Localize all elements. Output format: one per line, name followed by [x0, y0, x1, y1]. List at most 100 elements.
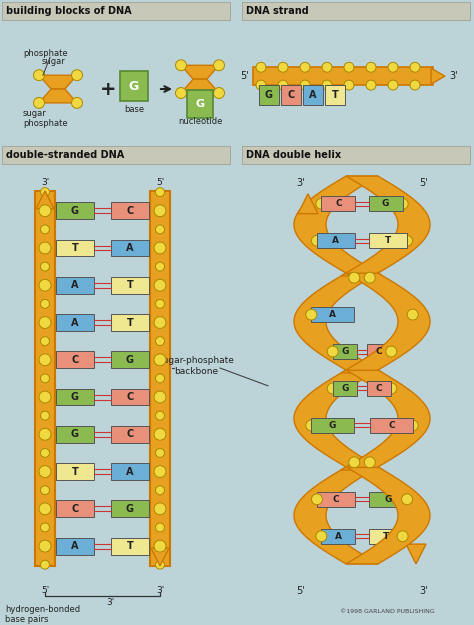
- Text: G: G: [384, 495, 392, 504]
- Circle shape: [349, 457, 360, 468]
- Bar: [111, 538, 149, 554]
- Text: 5': 5': [240, 71, 249, 81]
- Bar: [317, 492, 355, 507]
- Text: C: C: [72, 355, 79, 365]
- Bar: [120, 71, 148, 101]
- Bar: [242, 2, 470, 20]
- Circle shape: [154, 242, 166, 254]
- Bar: [56, 389, 94, 406]
- Circle shape: [401, 235, 412, 246]
- Text: A: A: [329, 310, 336, 319]
- Text: G: G: [341, 347, 349, 356]
- Bar: [242, 146, 470, 164]
- Bar: [56, 351, 94, 368]
- Circle shape: [256, 62, 266, 72]
- Circle shape: [155, 449, 164, 458]
- Bar: [253, 68, 433, 85]
- Circle shape: [322, 62, 332, 72]
- Circle shape: [155, 299, 164, 308]
- Text: T: T: [127, 541, 133, 551]
- Circle shape: [39, 391, 51, 403]
- Circle shape: [154, 428, 166, 440]
- Polygon shape: [294, 176, 383, 276]
- Circle shape: [40, 486, 49, 494]
- Circle shape: [154, 466, 166, 478]
- Text: T: T: [127, 280, 133, 290]
- Circle shape: [366, 80, 376, 90]
- Circle shape: [344, 80, 354, 90]
- Text: C: C: [127, 429, 134, 439]
- Circle shape: [39, 503, 51, 515]
- Circle shape: [40, 449, 49, 458]
- Text: A: A: [71, 318, 79, 328]
- Text: C: C: [376, 384, 383, 393]
- Bar: [321, 196, 356, 211]
- Circle shape: [410, 80, 420, 90]
- Polygon shape: [36, 191, 54, 209]
- Text: A: A: [126, 467, 134, 477]
- Circle shape: [213, 60, 225, 71]
- Circle shape: [306, 309, 317, 320]
- Circle shape: [306, 420, 317, 431]
- Text: G: G: [71, 429, 79, 439]
- Text: double-stranded DNA: double-stranded DNA: [6, 151, 124, 161]
- Text: G: G: [265, 90, 273, 100]
- Bar: [333, 344, 357, 359]
- Text: hydrogen-bonded: hydrogen-bonded: [5, 606, 80, 614]
- Circle shape: [154, 317, 166, 329]
- Polygon shape: [406, 544, 426, 564]
- Polygon shape: [341, 176, 430, 276]
- Circle shape: [154, 540, 166, 552]
- Circle shape: [155, 523, 164, 532]
- Circle shape: [311, 235, 322, 246]
- Polygon shape: [346, 468, 430, 564]
- Bar: [187, 90, 213, 118]
- Text: G: G: [341, 384, 349, 393]
- Bar: [369, 233, 407, 248]
- Circle shape: [154, 279, 166, 291]
- Text: C: C: [127, 392, 134, 402]
- Circle shape: [40, 337, 49, 346]
- Circle shape: [154, 503, 166, 515]
- Circle shape: [72, 98, 82, 108]
- Bar: [56, 202, 94, 219]
- Circle shape: [34, 70, 45, 81]
- Circle shape: [300, 80, 310, 90]
- Circle shape: [39, 317, 51, 329]
- Circle shape: [344, 62, 354, 72]
- Circle shape: [154, 354, 166, 366]
- Text: G: G: [195, 99, 205, 109]
- Bar: [111, 501, 149, 518]
- Bar: [333, 381, 357, 396]
- Text: G: G: [126, 355, 134, 365]
- Circle shape: [327, 346, 338, 357]
- Circle shape: [39, 279, 51, 291]
- Polygon shape: [39, 89, 77, 103]
- Bar: [111, 239, 149, 256]
- Bar: [56, 463, 94, 480]
- Text: C: C: [72, 504, 79, 514]
- Bar: [281, 85, 301, 105]
- Circle shape: [388, 80, 398, 90]
- Bar: [2, 2, 230, 20]
- Text: G: G: [71, 206, 79, 216]
- Text: 5': 5': [419, 178, 428, 188]
- Circle shape: [40, 523, 49, 532]
- Circle shape: [386, 383, 397, 394]
- Text: A: A: [309, 90, 317, 100]
- Circle shape: [40, 299, 49, 308]
- Bar: [369, 492, 407, 507]
- Circle shape: [155, 486, 164, 494]
- Circle shape: [327, 383, 338, 394]
- Polygon shape: [181, 79, 219, 93]
- Text: sugar
phosphate: sugar phosphate: [23, 109, 68, 128]
- Text: C: C: [127, 206, 134, 216]
- Text: A: A: [126, 243, 134, 253]
- Text: base pairs: base pairs: [5, 616, 48, 624]
- Circle shape: [39, 205, 51, 217]
- Text: C: C: [287, 90, 295, 100]
- Circle shape: [278, 62, 288, 72]
- Text: 3': 3': [296, 178, 305, 188]
- Text: T: T: [127, 318, 133, 328]
- Text: sugar: sugar: [42, 58, 66, 66]
